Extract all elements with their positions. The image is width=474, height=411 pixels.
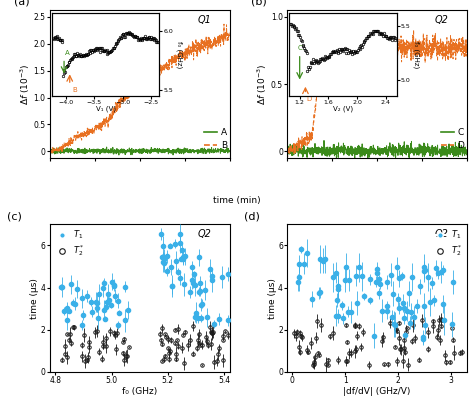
Text: time (min): time (min) (213, 196, 261, 205)
Legend: C, D: C, D (441, 128, 464, 150)
Y-axis label: f₀ (GHz): f₀ (GHz) (176, 41, 182, 68)
Y-axis label: time (μs): time (μs) (268, 278, 277, 319)
Text: (b): (b) (251, 0, 267, 6)
Y-axis label: time (μs): time (μs) (30, 278, 39, 319)
Text: Q2: Q2 (435, 229, 449, 239)
Text: (a): (a) (14, 0, 29, 6)
Y-axis label: $\Delta f$ $(10^{-3})$: $\Delta f$ $(10^{-3})$ (18, 63, 32, 105)
Legend: A, B: A, B (204, 128, 227, 150)
X-axis label: |df/dV| (GHz/V): |df/dV| (GHz/V) (343, 386, 410, 395)
Legend: $T_1$, $T_2^*$: $T_1$, $T_2^*$ (54, 229, 85, 259)
X-axis label: f₀ (GHz): f₀ (GHz) (122, 386, 157, 395)
Text: (d): (d) (244, 212, 260, 222)
Y-axis label: f₀ (GHz): f₀ (GHz) (413, 41, 420, 68)
Text: (c): (c) (7, 212, 21, 222)
Y-axis label: $\Delta f$ $(10^{-3})$: $\Delta f$ $(10^{-3})$ (256, 63, 269, 105)
Text: Q2: Q2 (435, 15, 449, 25)
Text: Q1: Q1 (198, 15, 211, 25)
Text: Q2: Q2 (198, 229, 211, 239)
Legend: $T_1$, $T_2^*$: $T_1$, $T_2^*$ (432, 229, 463, 259)
